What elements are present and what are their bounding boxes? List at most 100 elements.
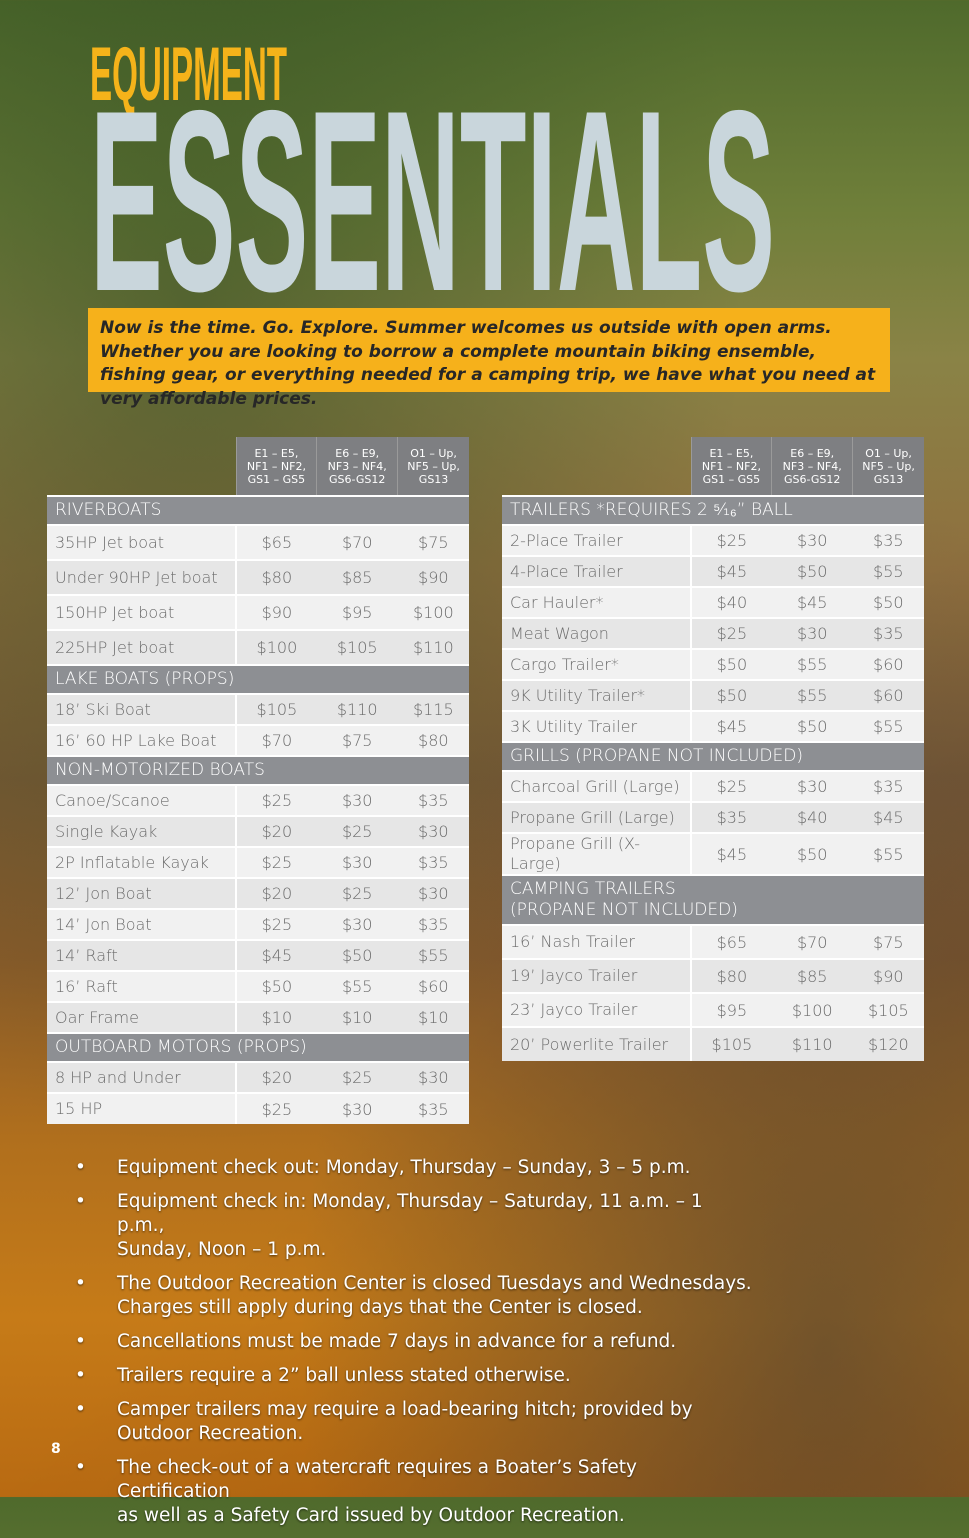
- item-name: 18’ Ski Boat: [47, 693, 236, 725]
- price: $35: [852, 617, 924, 649]
- item-row: 19’ Jayco Trailer $80 $85 $90: [502, 958, 924, 993]
- blank: [47, 437, 236, 496]
- section-row: LAKE BOATS (PROPS): [47, 664, 469, 694]
- price: $25: [690, 524, 772, 556]
- item-name: 150HP Jet boat: [47, 594, 236, 630]
- price: $110: [397, 629, 469, 665]
- item-name: 19’ Jayco Trailer: [502, 958, 691, 993]
- item-name: 8 HP and Under: [47, 1061, 236, 1093]
- price: $50: [690, 679, 772, 711]
- price: $80: [235, 559, 317, 595]
- item-name: 2P Inflatable Kayak: [47, 846, 236, 878]
- price: $10: [397, 1001, 469, 1033]
- section-row: NON-MOTORIZED BOATS: [47, 755, 469, 785]
- price: $35: [397, 908, 469, 940]
- item-row: 9K Utility Trailer* $50 $55 $60: [502, 679, 924, 711]
- item-name: 9K Utility Trailer*: [502, 679, 691, 711]
- item-row: Cargo Trailer* $50 $55 $60: [502, 648, 924, 680]
- item-row: 15 HP $25 $30 $35: [47, 1092, 469, 1124]
- price: $30: [316, 908, 398, 940]
- price: $35: [397, 1092, 469, 1124]
- price: $55: [771, 648, 853, 680]
- item-name: 4-Place Trailer: [502, 555, 691, 587]
- price: $100: [771, 992, 853, 1027]
- price: $65: [690, 924, 772, 959]
- price: $95: [316, 594, 398, 630]
- section-header: TRAILERS *REQUIRES 2 ⁵⁄₁₆” BALL: [502, 495, 924, 525]
- item-name: Cargo Trailer*: [502, 648, 691, 680]
- item-row: 18’ Ski Boat $105 $110 $115: [47, 693, 469, 725]
- price: $105: [235, 693, 317, 725]
- price: $30: [771, 524, 853, 556]
- price: $60: [852, 648, 924, 680]
- price: $75: [852, 924, 924, 959]
- price: $105: [690, 1026, 772, 1061]
- price: $75: [397, 524, 469, 560]
- price: $50: [771, 710, 853, 742]
- notes-list: Equipment check out: Monday, Thursday – …: [75, 1156, 755, 1538]
- item-row: 2-Place Trailer $25 $30 $35: [502, 524, 924, 556]
- item-name: Under 90HP Jet boat: [47, 559, 236, 595]
- title-main: ESSENTIALS: [90, 56, 775, 300]
- note: Trailers require a 2” ball unless stated…: [75, 1364, 755, 1388]
- item-name: Oar Frame: [47, 1001, 236, 1033]
- section-row: GRILLS (PROPANE NOT INCLUDED): [502, 741, 924, 771]
- price: $50: [771, 832, 853, 875]
- price: $30: [397, 1061, 469, 1093]
- price: $55: [771, 679, 853, 711]
- price: $70: [316, 524, 398, 560]
- price: $30: [316, 1092, 398, 1124]
- note: Cancellations must be made 7 days in adv…: [75, 1330, 755, 1354]
- section-row: TRAILERS *REQUIRES 2 ⁵⁄₁₆” BALL: [502, 495, 924, 525]
- item-row: 35HP Jet boat $65 $70 $75: [47, 524, 469, 560]
- price: $30: [771, 617, 853, 649]
- price-table: E1 – E5, NF1 – NF2, GS1 – GS5 E6 – E9, NF…: [502, 437, 924, 1061]
- price-table: E1 – E5, NF1 – NF2, GS1 – GS5 E6 – E9, NF…: [47, 437, 469, 1124]
- blank: [502, 437, 691, 496]
- page: {"header": {"title_top": "EQUIPMENT", "t…: [0, 0, 969, 1497]
- item-name: 14’ Jon Boat: [47, 908, 236, 940]
- item-name: 23’ Jayco Trailer: [502, 992, 691, 1027]
- column-header: E1 – E5, NF1 – NF2, GS1 – GS5: [690, 437, 772, 496]
- price: $65: [235, 524, 317, 560]
- price: $10: [235, 1001, 317, 1033]
- item-row: Single Kayak $20 $25 $30: [47, 815, 469, 847]
- price: $70: [771, 924, 853, 959]
- price: $25: [235, 846, 317, 878]
- price: $105: [316, 629, 398, 665]
- column-header: E6 – E9, NF3 – NF4, GS6-GS12: [771, 437, 853, 496]
- item-row: Oar Frame $10 $10 $10: [47, 1001, 469, 1033]
- price: $25: [235, 784, 317, 816]
- price: $120: [852, 1026, 924, 1061]
- item-row: 14’ Raft $45 $50 $55: [47, 939, 469, 971]
- price: $105: [852, 992, 924, 1027]
- intro: Now is the time. Go. Explore. Summer wel…: [88, 308, 890, 409]
- price: $25: [235, 908, 317, 940]
- price: $55: [852, 555, 924, 587]
- column-header: O1 – Up, NF5 – Up, GS13: [852, 437, 924, 496]
- item-name: Propane Grill (X-Large): [502, 832, 691, 875]
- item-row: Charcoal Grill (Large) $25 $30 $35: [502, 770, 924, 802]
- price: $45: [690, 710, 772, 742]
- price: $95: [690, 992, 772, 1027]
- section-row: OUTBOARD MOTORS (PROPS): [47, 1032, 469, 1062]
- price: $75: [316, 724, 398, 756]
- price: $90: [397, 559, 469, 595]
- price: $35: [397, 846, 469, 878]
- price: $20: [235, 815, 317, 847]
- price: $40: [690, 586, 772, 618]
- column-header-row: E1 – E5, NF1 – NF2, GS1 – GS5 E6 – E9, NF…: [47, 437, 469, 496]
- item-row: 8 HP and Under $20 $25 $30: [47, 1061, 469, 1093]
- item-name: 225HP Jet boat: [47, 629, 236, 665]
- item-row: 16’ Nash Trailer $65 $70 $75: [502, 924, 924, 959]
- price: $55: [397, 939, 469, 971]
- section-row: RIVERBOATS: [47, 495, 469, 525]
- price: $60: [852, 679, 924, 711]
- price: $55: [316, 970, 398, 1002]
- price: $45: [852, 801, 924, 833]
- title-block: EQUIPMENT ESSENTIALS: [90, 32, 775, 300]
- note: The Outdoor Recreation Center is closed …: [75, 1272, 755, 1320]
- item-row: 2P Inflatable Kayak $25 $30 $35: [47, 846, 469, 878]
- note: Equipment check out: Monday, Thursday – …: [75, 1156, 755, 1180]
- section-header: CAMPING TRAILERS (PROPANE NOT INCLUDED): [502, 874, 924, 925]
